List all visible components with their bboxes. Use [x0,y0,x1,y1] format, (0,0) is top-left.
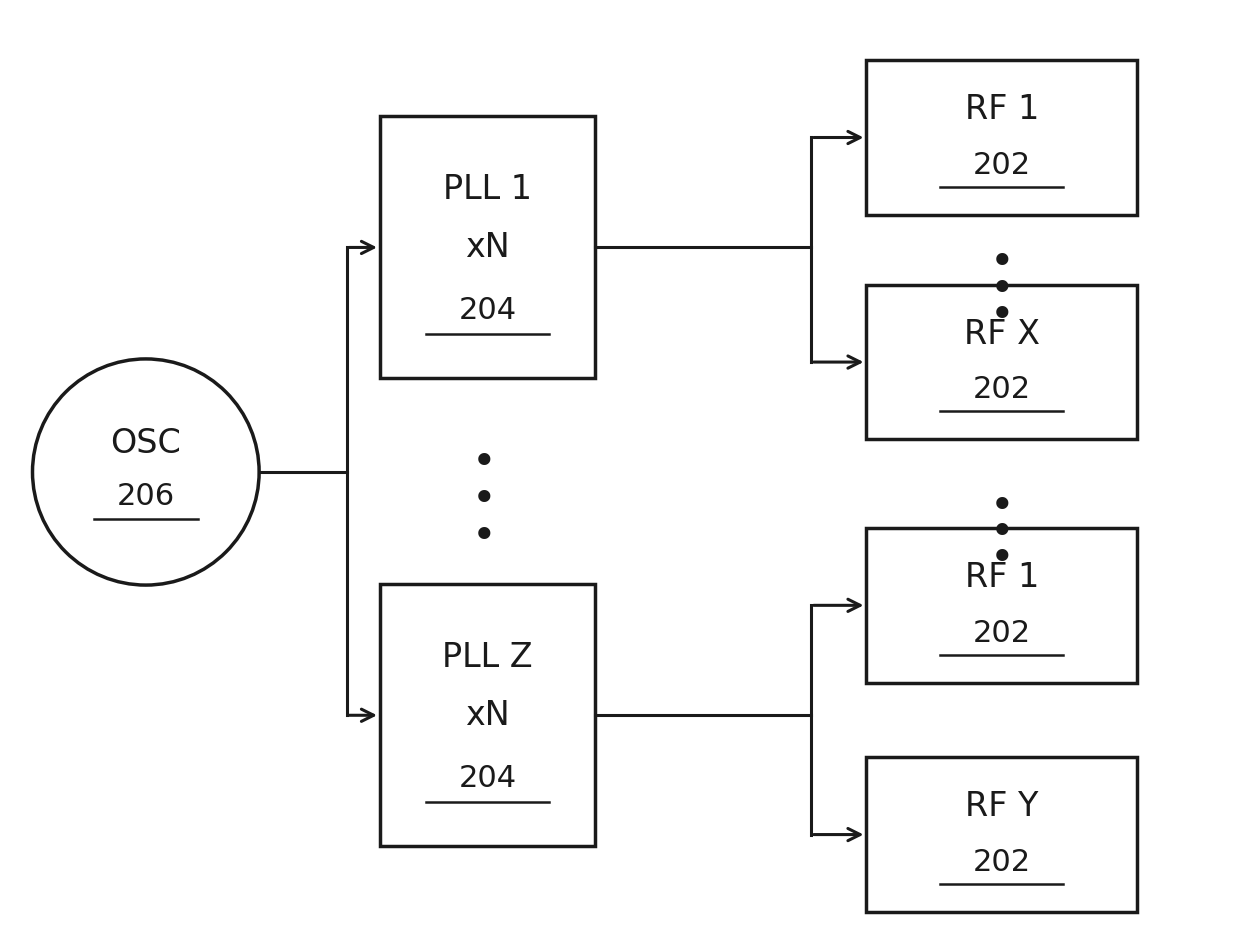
Text: RF 1: RF 1 [965,93,1039,126]
Text: •: • [472,442,497,483]
Text: xN: xN [465,231,510,264]
Bar [379,584,595,846]
Text: •: • [472,479,497,521]
Text: •: • [990,243,1014,284]
Text: •: • [990,295,1014,337]
Text: 206: 206 [117,482,175,512]
Text: 202: 202 [972,376,1030,404]
Ellipse shape [32,359,259,585]
Text: •: • [990,538,1014,580]
Text: PLL 1: PLL 1 [443,174,532,207]
Bar [867,528,1137,683]
Text: •: • [472,516,497,559]
Text: 202: 202 [972,151,1030,179]
Text: RF X: RF X [963,318,1040,351]
Text: 204: 204 [459,764,517,793]
Text: •: • [990,512,1014,554]
Bar [867,285,1137,439]
Text: RF Y: RF Y [965,790,1039,823]
Text: •: • [990,485,1014,528]
Text: 204: 204 [459,295,517,325]
Text: •: • [990,268,1014,311]
Text: 202: 202 [972,848,1030,877]
Text: 202: 202 [972,618,1030,648]
Text: PLL Z: PLL Z [443,641,533,674]
Text: xN: xN [465,699,510,732]
Text: RF 1: RF 1 [965,561,1039,594]
Text: OSC: OSC [110,428,181,461]
Bar [867,757,1137,912]
Bar [379,116,595,379]
Bar [867,60,1137,214]
